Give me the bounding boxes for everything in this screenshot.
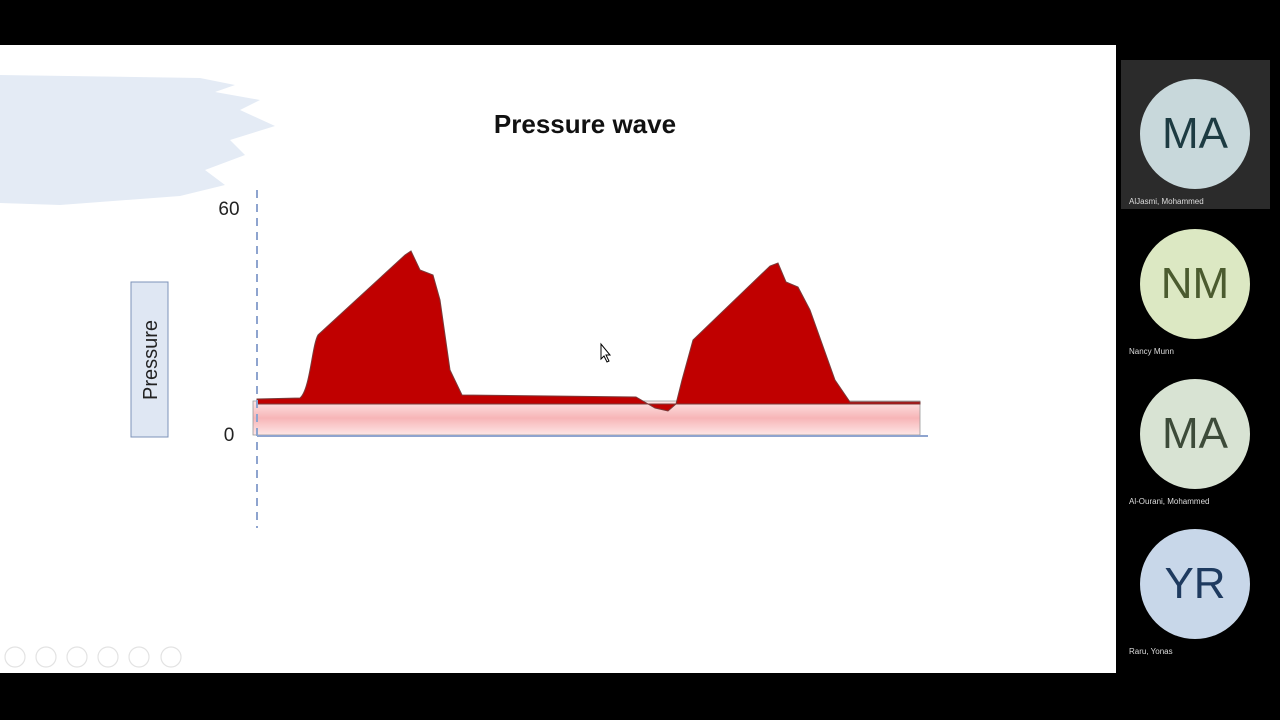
slide-canvas: Pressure wave 60 0 Pressure [0,75,928,668]
participant-avatar: NM [1140,229,1250,339]
participant-name: Nancy Munn [1129,347,1174,356]
shared-slide: Pressure wave 60 0 Pressure [0,45,1116,673]
slide-toolbar[interactable] [4,646,182,668]
participant-tile[interactable]: YR Raru, Yonas [1121,510,1270,659]
participant-name: Raru, Yonas [1129,647,1173,656]
participant-tile[interactable]: MA Al-Ourani, Mohammed [1121,360,1270,509]
axis-label-box [130,281,169,438]
y-axis-label: Pressure [140,320,162,400]
brush-decoration [0,75,275,205]
slide-title: Pressure wave [494,109,676,139]
top-value: 60 [218,199,239,220]
participant-avatar: MA [1140,379,1250,489]
participant-avatar: YR [1140,529,1250,639]
pressure-waveform [256,250,921,412]
participant-tile[interactable]: NM Nancy Munn [1121,210,1270,359]
participant-name: AlJasmi, Mohammed [1129,197,1204,206]
bottom-value: 0 [224,425,235,446]
vessel-bar [252,400,921,436]
participants-panel: MA AlJasmi, Mohammed NM Nancy Munn MA Al-Oura… [1116,0,1280,720]
participant-avatar: MA [1140,79,1250,189]
participant-name: Al-Ourani, Mohammed [1129,497,1210,506]
participant-tile[interactable]: MA AlJasmi, Mohammed [1121,60,1270,209]
mouse-cursor [600,342,612,363]
